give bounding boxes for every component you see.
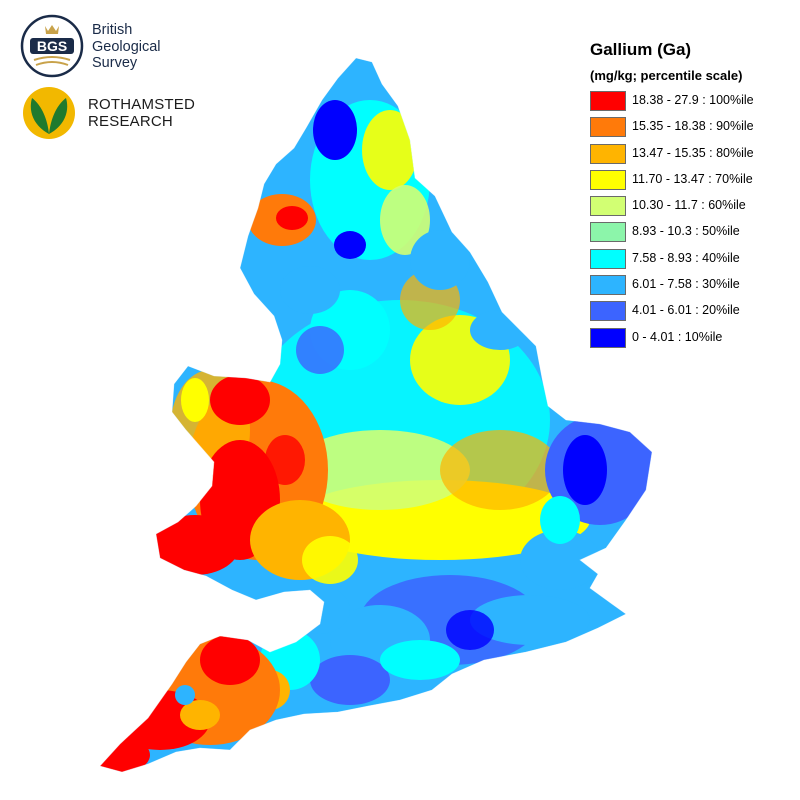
- legend-item-10: 0 - 4.01 : 10%ile: [588, 326, 793, 352]
- bgs-line2: Geological: [92, 38, 161, 55]
- legend-label: 13.47 - 15.35 : 80%ile: [632, 145, 754, 160]
- legend-swatch: [590, 169, 626, 190]
- bgs-logo: BGS British Geological Survey: [20, 14, 200, 80]
- legend-swatch: [590, 196, 626, 217]
- legend-swatch: [590, 275, 626, 296]
- rothamsted-line1: ROTHAMSTED: [88, 96, 195, 113]
- legend-item-20: 4.01 - 6.01 : 20%ile: [588, 299, 793, 325]
- rothamsted-wordmark: ROTHAMSTED RESEARCH: [88, 96, 195, 130]
- bgs-line3: Survey: [92, 55, 138, 71]
- bgs-line1: British: [92, 22, 133, 38]
- legend-swatch: [590, 143, 626, 164]
- legend-swatch: [590, 327, 626, 348]
- legend: Gallium (Ga) (mg/kg; percentile scale) 1…: [588, 40, 793, 352]
- legend-item-60: 10.30 - 11.7 : 60%ile: [588, 194, 793, 220]
- legend-label: 18.38 - 27.9 : 100%ile: [632, 93, 754, 107]
- rothamsted-line2: RESEARCH: [88, 113, 173, 130]
- legend-swatch: [590, 301, 626, 322]
- legend-item-30: 6.01 - 7.58 : 30%ile: [588, 273, 793, 299]
- bgs-initials: BGS: [37, 38, 67, 54]
- legend-swatch: [590, 91, 626, 111]
- rothamsted-leaf-icon: [23, 87, 75, 139]
- legend-item-90: 15.35 - 18.38 : 90%ile: [588, 115, 793, 141]
- legend-item-50: 8.93 - 10.3 : 50%ile: [588, 220, 793, 246]
- legend-items: 18.38 - 27.9 : 100%ile 15.35 - 18.38 : 9…: [588, 89, 793, 352]
- bgs-crest-icon: BGS: [20, 14, 84, 78]
- legend-label: 10.30 - 11.7 : 60%ile: [632, 198, 746, 213]
- legend-label: 15.35 - 18.38 : 90%ile: [632, 119, 754, 134]
- rothamsted-logo: ROTHAMSTED RESEARCH: [22, 86, 212, 142]
- legend-label: 11.70 - 13.47 : 70%ile: [632, 171, 753, 186]
- bgs-wordmark: British Geological Survey: [92, 22, 161, 72]
- legend-item-100: 18.38 - 27.9 : 100%ile: [588, 89, 793, 115]
- legend-item-80: 13.47 - 15.35 : 80%ile: [588, 142, 793, 168]
- legend-label: 4.01 - 6.01 : 20%ile: [632, 303, 740, 318]
- legend-swatch: [590, 248, 626, 269]
- legend-label: 0 - 4.01 : 10%ile: [632, 329, 723, 344]
- legend-label: 8.93 - 10.3 : 50%ile: [632, 224, 740, 239]
- legend-label: 7.58 - 8.93 : 40%ile: [632, 250, 740, 265]
- legend-swatch: [590, 222, 626, 243]
- legend-label: 6.01 - 7.58 : 30%ile: [632, 277, 740, 292]
- legend-item-40: 7.58 - 8.93 : 40%ile: [588, 247, 793, 273]
- legend-title: Gallium (Ga): [590, 40, 692, 59]
- legend-subtitle: (mg/kg; percentile scale): [590, 68, 743, 83]
- legend-swatch: [590, 117, 626, 138]
- legend-item-70: 11.70 - 13.47 : 70%ile: [588, 168, 793, 194]
